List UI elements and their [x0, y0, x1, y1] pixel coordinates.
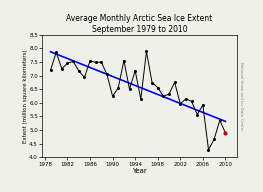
Title: Average Monthly Arctic Sea Ice Extent
September 1979 to 2010: Average Monthly Arctic Sea Ice Extent Se… — [66, 14, 213, 34]
X-axis label: Year: Year — [132, 168, 147, 174]
Y-axis label: Extent (million square kilometers): Extent (million square kilometers) — [23, 49, 28, 143]
Text: National Snow and Ice Data Center: National Snow and Ice Data Center — [239, 62, 243, 130]
